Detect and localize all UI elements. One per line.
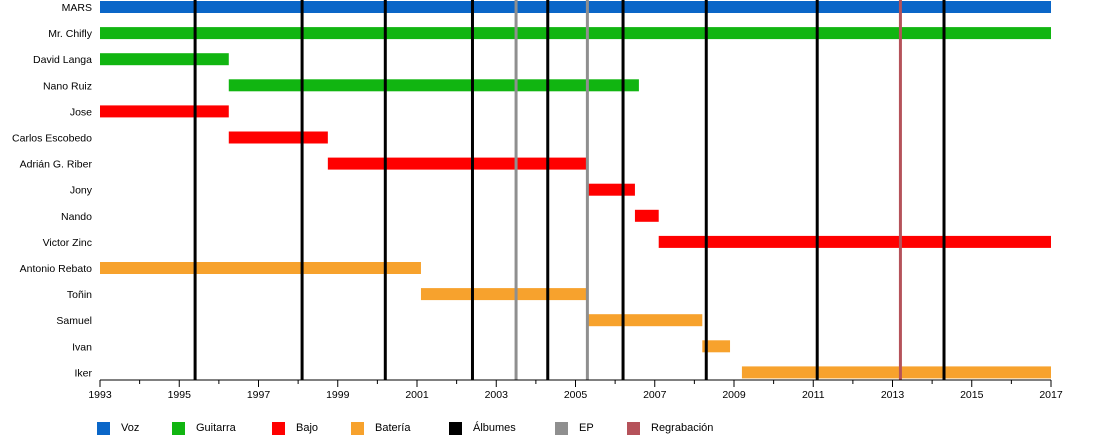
member-bar	[100, 1, 1051, 13]
member-bar	[228, 131, 328, 144]
member-bar	[420, 288, 588, 301]
x-tick-label: 1997	[247, 389, 271, 401]
legend-label: Regrabación	[651, 422, 714, 434]
member-bar	[741, 366, 1051, 379]
member-bar	[100, 105, 229, 118]
member-label: Ivan	[72, 341, 92, 353]
legend-item: Álbumes	[449, 420, 516, 436]
legend-label: Bajo	[296, 422, 319, 434]
legend-item: Bajo	[272, 420, 318, 436]
member-label: Adrián G. Riber	[20, 159, 93, 171]
member-bar	[587, 314, 703, 327]
legend-item: EP	[555, 420, 594, 436]
x-tick-label: 1995	[168, 389, 192, 401]
legend-swatch	[97, 421, 110, 435]
member-label: Carlos Escobedo	[12, 133, 92, 145]
x-tick-label: 1999	[326, 389, 350, 401]
member-bar	[100, 53, 229, 66]
legend-item: Guitarra	[172, 420, 236, 436]
x-axis: 1993 1995 1997 1999 2001 2003 2005 2007 2009 2011…	[88, 379, 1063, 401]
member-label: Mr. Chifly	[48, 28, 93, 40]
x-tick-label: 2017	[1039, 389, 1063, 401]
legend: Voz Guitarra Bajo Batería Álbumes EP Regrabaci…	[97, 420, 1097, 438]
member-bar	[228, 79, 639, 92]
legend-label: Voz	[121, 422, 140, 434]
release-lines	[193, 0, 946, 380]
legend-swatch	[449, 421, 462, 435]
x-tick-label: 2007	[643, 389, 667, 401]
member-label: Jose	[70, 106, 92, 118]
x-tick-label: 1993	[88, 389, 112, 401]
member-label: Victor Zinc	[43, 237, 92, 249]
x-tick-label: 2015	[960, 389, 984, 401]
legend-item: Voz	[97, 420, 139, 436]
member-bar	[634, 209, 659, 222]
x-tick-label: 2011	[802, 389, 825, 401]
member-label: Jony	[70, 185, 93, 197]
legend-swatch	[555, 421, 568, 435]
member-bar	[702, 340, 731, 353]
member-bar	[100, 262, 421, 274]
member-label: Iker	[74, 367, 92, 379]
member-label: Antonio Rebato	[20, 263, 93, 275]
legend-swatch	[351, 421, 364, 435]
member-label: Nano Ruiz	[43, 80, 92, 92]
x-tick-label: 2003	[485, 389, 509, 401]
member-label: Samuel	[56, 315, 92, 327]
legend-swatch	[272, 421, 285, 435]
band-timeline-chart: MARS Mr. Chifly David Langa Nano Ruiz Jose Ca…	[12, 0, 1063, 401]
legend-label: Álbumes	[473, 422, 516, 434]
member-labels: MARS Mr. Chifly David Langa Nano Ruiz Jose Ca…	[12, 2, 93, 379]
member-bar	[327, 157, 588, 170]
legend-label: Batería	[375, 422, 411, 434]
x-tick-label: 2009	[722, 389, 746, 401]
x-tick-label: 2001	[405, 389, 429, 401]
member-label: Nando	[61, 211, 92, 223]
x-tick-label: 2013	[881, 389, 905, 401]
member-bars	[100, 1, 1051, 379]
legend-item: Batería	[351, 420, 410, 436]
legend-item: Regrabación	[627, 420, 713, 436]
member-bar	[100, 27, 1051, 40]
legend-label: EP	[579, 422, 594, 434]
legend-label: Guitarra	[196, 422, 236, 434]
x-tick-label: 2005	[564, 389, 588, 401]
legend-swatch	[627, 421, 640, 435]
legend-swatch	[172, 421, 185, 435]
member-bar	[587, 183, 635, 196]
member-label: David Langa	[33, 54, 92, 66]
member-label: Toñin	[67, 289, 92, 301]
member-bar	[658, 235, 1051, 248]
member-label: MARS	[62, 2, 92, 14]
